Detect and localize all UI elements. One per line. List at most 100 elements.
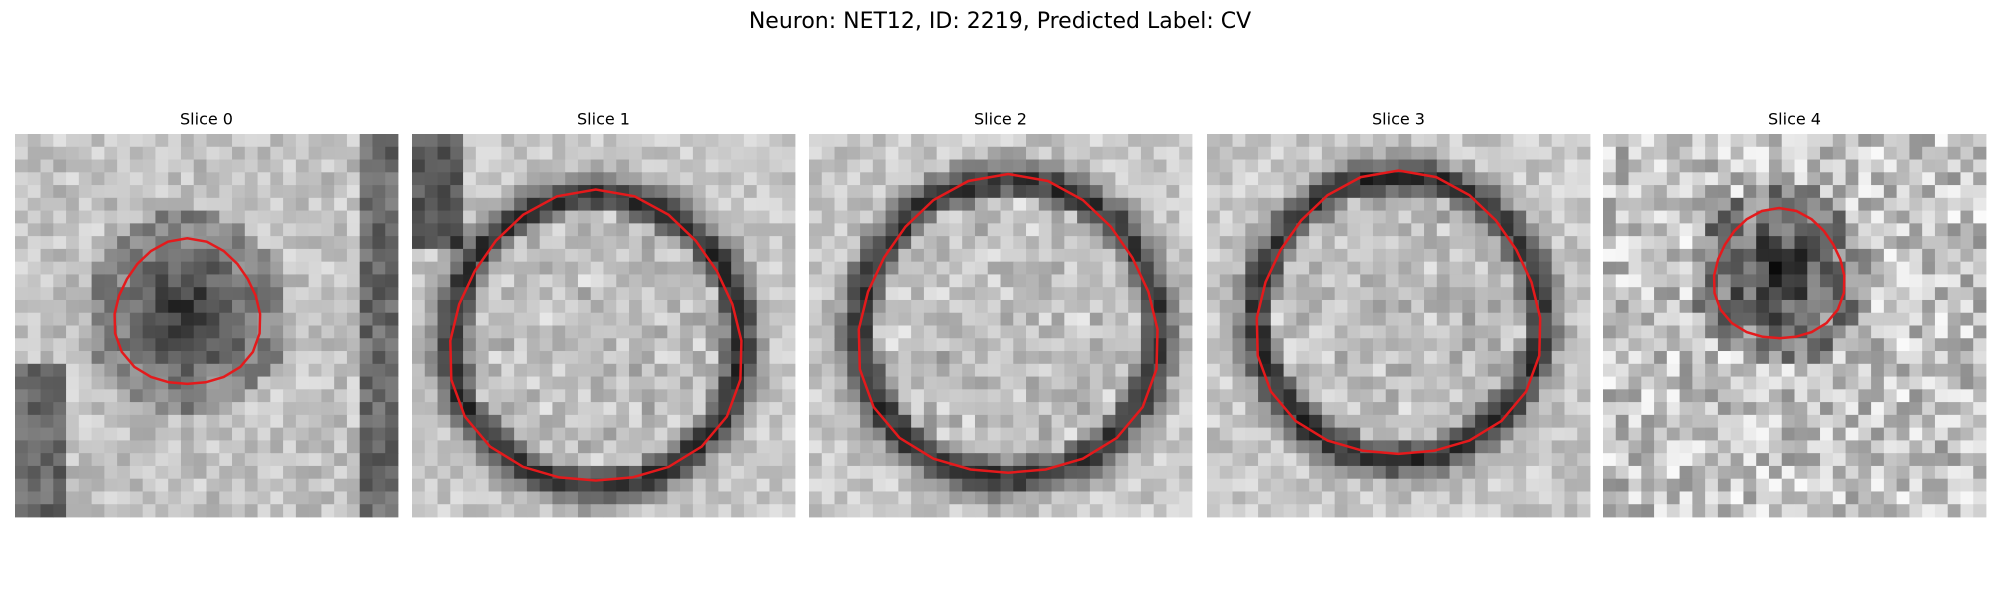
pixel	[1153, 236, 1167, 250]
pixel	[756, 299, 770, 314]
pixel	[257, 223, 271, 237]
pixel	[1140, 134, 1155, 148]
pixel	[860, 504, 874, 518]
pixel	[104, 465, 118, 480]
pixel	[372, 312, 386, 326]
pixel	[590, 146, 604, 160]
pixel	[1781, 248, 1795, 263]
pixel	[1296, 376, 1310, 390]
pixel	[1089, 287, 1104, 301]
pixel	[756, 134, 770, 148]
pixel	[1270, 159, 1284, 173]
pixel	[718, 185, 732, 199]
pixel	[1372, 351, 1387, 365]
pixel	[155, 223, 169, 237]
pixel	[769, 491, 783, 505]
pixel	[1153, 440, 1167, 454]
pixel	[987, 185, 1001, 199]
pixel	[1321, 146, 1336, 160]
pixel	[680, 146, 694, 160]
pixel	[898, 312, 912, 326]
pixel	[565, 261, 579, 275]
pixel	[40, 236, 54, 250]
pixel	[501, 338, 515, 352]
pixel	[1140, 427, 1155, 441]
pixel	[1283, 351, 1297, 365]
pixel	[1794, 363, 1808, 377]
pixel	[756, 389, 770, 403]
pixel	[219, 287, 233, 301]
pixel	[1973, 274, 1987, 288]
pixel	[270, 248, 284, 263]
pixel	[1820, 351, 1834, 365]
pixel	[872, 210, 886, 224]
pixel	[1038, 223, 1052, 237]
pixel	[1334, 414, 1348, 429]
pixel	[692, 185, 707, 199]
pixel	[1283, 146, 1297, 160]
pixel	[1219, 210, 1233, 224]
pixel	[1245, 223, 1259, 237]
pixel	[1705, 440, 1719, 454]
pixel	[847, 325, 861, 339]
pixel	[936, 376, 950, 390]
pixel	[1166, 414, 1180, 429]
pixel	[193, 491, 207, 505]
pixel	[1309, 172, 1323, 186]
pixel	[1909, 274, 1923, 288]
pixel	[1526, 402, 1540, 416]
pixel	[1820, 363, 1834, 377]
pixel	[1296, 134, 1310, 148]
pixel	[1089, 146, 1104, 160]
pixel	[1051, 134, 1065, 148]
pixel	[526, 172, 541, 186]
pixel	[1717, 351, 1732, 365]
pixel	[66, 261, 80, 275]
pixel	[1128, 210, 1142, 224]
pixel	[1026, 504, 1040, 518]
pixel	[1973, 236, 1987, 250]
pixel	[680, 261, 694, 275]
pixel	[1909, 478, 1923, 492]
pixel	[809, 453, 823, 467]
pixel	[1845, 402, 1859, 416]
pixel	[424, 261, 438, 275]
pixel	[412, 172, 426, 186]
pixel	[78, 287, 92, 301]
pixel	[232, 338, 246, 352]
pixel	[463, 185, 477, 199]
pixel	[1038, 453, 1052, 467]
pixel	[692, 159, 707, 173]
pixel	[15, 465, 29, 480]
pixel	[1934, 197, 1949, 211]
pixel	[1462, 287, 1476, 301]
pixel	[1909, 248, 1923, 263]
pixel	[1089, 185, 1104, 199]
pixel	[334, 134, 348, 148]
pixel	[526, 453, 541, 467]
pixel	[1385, 440, 1399, 454]
pixel	[1026, 185, 1040, 199]
pixel	[437, 274, 451, 288]
pixel	[1232, 134, 1246, 148]
pixel	[437, 453, 451, 467]
pixel	[1102, 478, 1116, 492]
pixel	[1526, 185, 1540, 199]
pixel	[680, 351, 694, 365]
pixel	[1077, 146, 1091, 160]
pixel	[834, 363, 848, 377]
pixel	[743, 146, 758, 160]
pixel	[1411, 223, 1425, 237]
pixel	[974, 325, 989, 339]
pixel	[1309, 504, 1323, 518]
pixel	[667, 351, 681, 365]
pixel	[731, 465, 745, 480]
pixel	[463, 248, 477, 263]
pixel	[1153, 453, 1167, 467]
pixel	[346, 210, 361, 224]
pixel	[475, 185, 489, 199]
pixel	[129, 389, 144, 403]
pixel	[1372, 453, 1387, 467]
pixel	[346, 376, 361, 390]
pixel	[769, 414, 783, 429]
